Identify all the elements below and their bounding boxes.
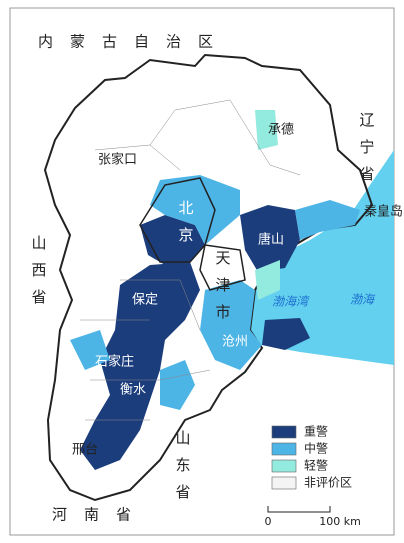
scale-label: 100 km xyxy=(319,515,361,528)
city-label: 保定 xyxy=(132,293,158,308)
region-mild xyxy=(255,260,280,300)
legend-swatch xyxy=(271,459,297,473)
legend-label: 中警 xyxy=(304,441,328,456)
region-label: 山西省 xyxy=(30,235,48,316)
tianjin-border xyxy=(199,244,246,291)
city-label: 石家庄 xyxy=(95,354,134,370)
sea-label: 渤海 xyxy=(350,293,376,307)
legend-swatch xyxy=(271,476,297,490)
region-label: 辽宁省 xyxy=(358,112,376,193)
scale-bar xyxy=(267,506,331,513)
region-moderate xyxy=(70,330,110,370)
county-lines xyxy=(80,99,301,421)
region-moderate xyxy=(295,200,360,240)
region-moderate xyxy=(160,360,195,410)
city-label: 张家口 xyxy=(98,152,137,168)
legend-label: 非评价区 xyxy=(304,476,352,490)
region-severe xyxy=(240,205,300,272)
city-label: 唐山 xyxy=(258,232,284,248)
region-label: 北京 xyxy=(177,200,195,254)
region-moderate xyxy=(150,175,240,245)
city-label: 邢台 xyxy=(72,443,98,458)
region-label: 内蒙古自治区 xyxy=(38,33,230,51)
region-label: 河南省 xyxy=(52,506,148,524)
region-label: 天津市 xyxy=(214,250,232,331)
legend-swatch xyxy=(271,442,297,456)
region-moderate xyxy=(200,280,262,370)
scale-label: 0 xyxy=(265,515,272,528)
sea-label: 渤海湾 xyxy=(272,295,310,309)
region-label: 山东省 xyxy=(174,430,192,511)
city-label: 承德 xyxy=(268,123,294,138)
region-severe xyxy=(80,262,200,470)
city-label: 秦皇岛 xyxy=(364,204,403,220)
city-label: 衡水 xyxy=(120,383,146,398)
province-outline xyxy=(43,53,374,502)
city-label: 沧州 xyxy=(222,334,248,350)
region-severe xyxy=(140,215,205,265)
legend-label: 重警 xyxy=(304,424,328,439)
region-severe xyxy=(262,318,310,350)
legend-swatch xyxy=(271,425,297,439)
legend-label: 轻警 xyxy=(304,458,328,473)
sea xyxy=(250,150,394,365)
beijing-border xyxy=(139,177,216,263)
region-mild xyxy=(255,110,278,150)
